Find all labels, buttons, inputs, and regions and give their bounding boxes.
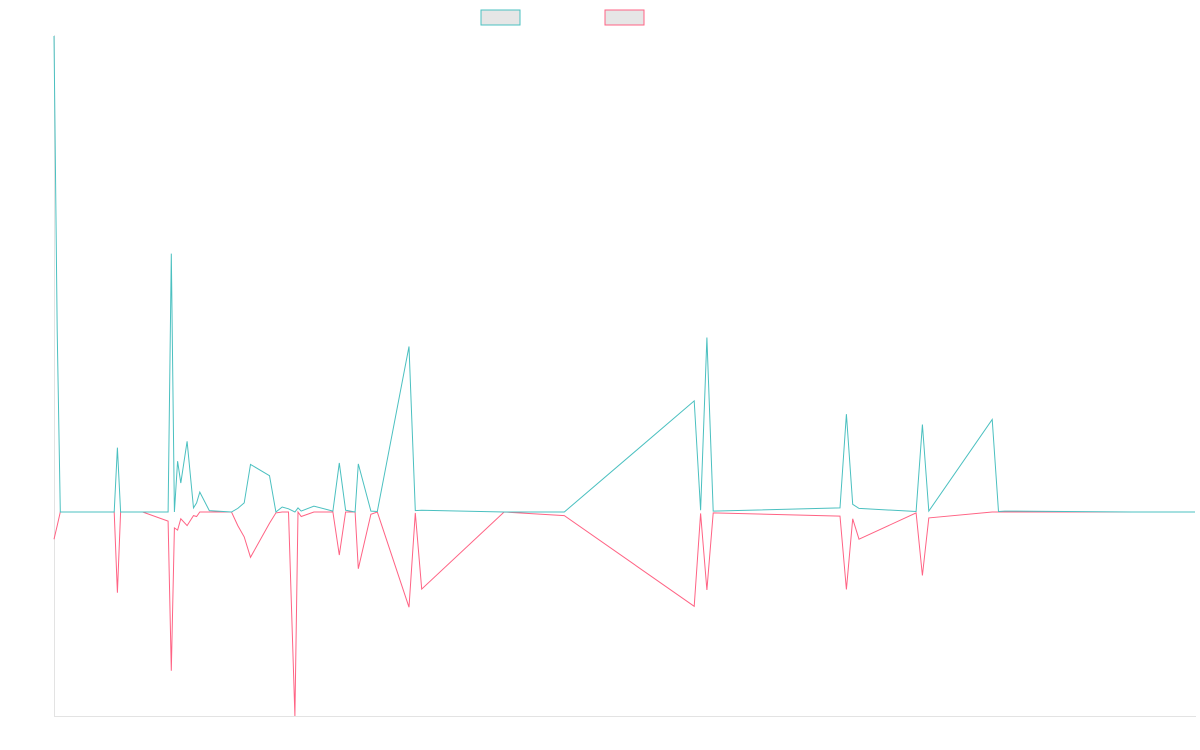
legend-item-series-2[interactable] [604, 9, 645, 26]
series-line-1 [53, 35, 1195, 513]
legend-swatch-series-2 [604, 9, 645, 26]
legend [480, 9, 645, 26]
plot-area [53, 35, 1196, 717]
legend-swatch-series-1 [480, 9, 521, 26]
series-line-2 [53, 510, 1195, 717]
legend-item-series-1[interactable] [480, 9, 521, 26]
